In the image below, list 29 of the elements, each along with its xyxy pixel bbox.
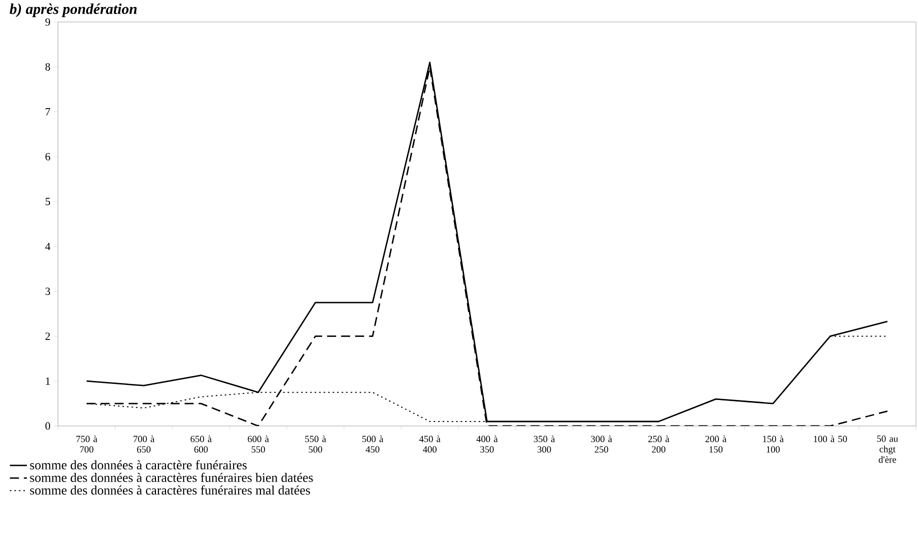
y-tick-label: 1 bbox=[46, 377, 50, 385]
legend-label: somme des données à caractères funéraires mal datées bbox=[30, 485, 310, 495]
x-tick-label: 100 à 50 bbox=[814, 436, 847, 442]
y-tick-label: 0 bbox=[45, 422, 50, 430]
x-tick-label: 300 à 250 bbox=[591, 436, 612, 453]
chart-title: b) après pondération bbox=[10, 4, 137, 18]
x-tick-label: 600 à 550 bbox=[248, 436, 269, 453]
x-tick-label: 700 à 650 bbox=[134, 436, 154, 453]
x-tick-label: 200 à 150 bbox=[705, 436, 726, 453]
legend-label: somme des données à caractères funéraires bien datées bbox=[30, 472, 313, 482]
x-tick-label: 450 à 400 bbox=[419, 436, 440, 453]
y-tick-label: 9 bbox=[45, 18, 50, 26]
y-tick-label: 2 bbox=[45, 332, 50, 340]
y-tick-label: 7 bbox=[46, 108, 50, 116]
x-tick-label: 150 à 100 bbox=[763, 436, 784, 453]
x-tick-label: 250 à 200 bbox=[648, 436, 670, 453]
y-tick-label: 4 bbox=[45, 242, 50, 250]
x-tick-label: 50 au chgt d'ère bbox=[877, 436, 898, 463]
y-tick-label: 6 bbox=[45, 152, 50, 160]
y-tick-label: 8 bbox=[45, 63, 50, 71]
x-tick-label: 400 à 350 bbox=[476, 436, 498, 453]
y-tick-label: 5 bbox=[46, 198, 50, 206]
x-tick-label: 650 à 600 bbox=[190, 436, 212, 453]
x-tick-label: 500 à 450 bbox=[362, 436, 384, 453]
legend-label: somme des données à caractère funéraires bbox=[30, 460, 247, 470]
x-tick-label: 550 à 500 bbox=[305, 436, 326, 453]
x-tick-label: 350 à 300 bbox=[534, 436, 555, 453]
x-tick-label: 750 à 700 bbox=[76, 436, 98, 453]
y-tick-label: 3 bbox=[46, 288, 50, 296]
